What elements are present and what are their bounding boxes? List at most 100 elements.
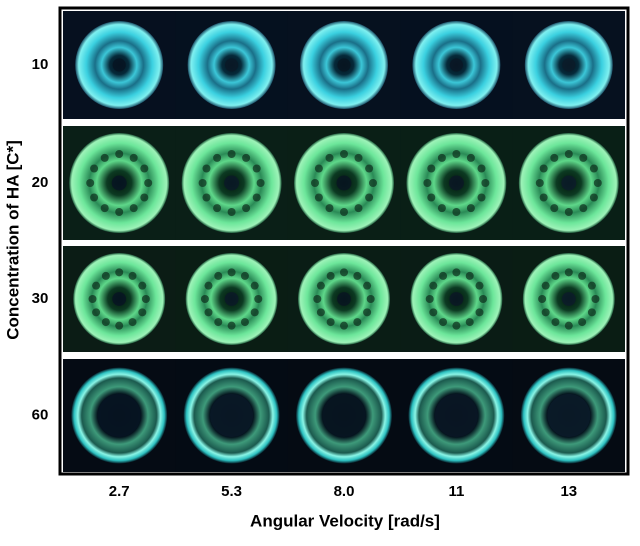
pattern-cell xyxy=(202,193,211,202)
pattern-cell xyxy=(227,208,236,216)
pattern-cell xyxy=(100,204,109,213)
pattern-cell xyxy=(353,271,362,280)
pattern-cell xyxy=(427,164,436,173)
pattern-cell xyxy=(439,271,448,280)
center-hole xyxy=(224,175,240,191)
pattern-cell xyxy=(564,150,573,158)
pattern-cell xyxy=(256,179,265,187)
pattern-cell xyxy=(551,271,560,280)
pattern-cell xyxy=(452,208,461,216)
pattern-cell xyxy=(340,321,348,330)
center-hole xyxy=(224,292,239,306)
pattern-cell xyxy=(564,268,573,277)
pattern-cell xyxy=(353,318,362,327)
pattern-cell xyxy=(242,204,251,213)
pattern-cell xyxy=(115,321,124,330)
pattern-cell xyxy=(240,271,249,280)
pattern-cell xyxy=(535,179,544,187)
pattern-cell xyxy=(144,179,153,187)
center-hole xyxy=(337,58,351,72)
column-label: 2.7 xyxy=(109,483,130,500)
pattern-cell xyxy=(437,204,446,213)
pattern-cell xyxy=(593,179,602,187)
center-hole xyxy=(210,393,254,438)
pattern-cell xyxy=(466,153,475,162)
center-hole xyxy=(97,393,141,438)
center-hole xyxy=(449,292,464,306)
pattern-cell xyxy=(326,271,335,280)
pattern-cell xyxy=(479,295,488,303)
pattern-cell xyxy=(240,318,249,327)
pattern-cell xyxy=(213,204,222,213)
pattern-cell xyxy=(539,193,548,202)
row-separator xyxy=(63,355,625,358)
pattern-cell xyxy=(314,164,323,173)
pattern-cell xyxy=(254,295,263,303)
frame xyxy=(58,6,630,476)
pattern-cell xyxy=(313,295,322,303)
pattern-cell xyxy=(115,150,124,158)
pattern-cell xyxy=(425,295,434,303)
pattern-cell xyxy=(340,150,348,158)
row-separator xyxy=(63,122,625,125)
pattern-cell xyxy=(578,271,587,280)
pattern-cell xyxy=(90,193,99,202)
pattern-cell xyxy=(541,308,550,317)
center-hole xyxy=(112,292,127,306)
pattern-cell xyxy=(326,318,335,327)
pattern-cell xyxy=(452,150,461,158)
pattern-cell xyxy=(128,271,137,280)
center-hole xyxy=(111,175,127,191)
pattern-cell xyxy=(100,153,109,162)
center-hole xyxy=(322,393,366,438)
pattern-cell xyxy=(369,179,377,187)
pattern-cell xyxy=(477,193,486,202)
pattern-cell xyxy=(90,164,99,173)
pattern-cell xyxy=(252,193,261,202)
pattern-cell xyxy=(579,153,588,162)
pattern-cell xyxy=(115,208,124,216)
pattern-cell xyxy=(325,204,334,213)
pattern-cell xyxy=(477,164,486,173)
pattern-cell xyxy=(354,153,363,162)
pattern-cell xyxy=(252,164,261,173)
row-separator xyxy=(63,242,625,245)
center-hole xyxy=(112,58,126,72)
pattern-cell xyxy=(214,318,223,327)
photo-grid xyxy=(63,11,625,472)
pattern-cell xyxy=(115,268,124,277)
row-label: 30 xyxy=(32,290,49,307)
pattern-cell xyxy=(101,318,110,327)
pattern-cell xyxy=(311,179,319,187)
column-label: 11 xyxy=(448,483,464,500)
pattern-cell xyxy=(204,281,213,290)
pattern-cell xyxy=(539,164,548,173)
y-axis-title: Concentration of HA [C*] xyxy=(3,140,22,340)
pattern-cell xyxy=(481,179,490,187)
pattern-cell xyxy=(138,281,147,290)
pattern-cell xyxy=(340,208,348,216)
pattern-cell xyxy=(86,179,95,187)
pattern-cell xyxy=(587,281,596,290)
pattern-cell xyxy=(128,318,137,327)
row-label: 20 xyxy=(32,174,49,191)
pattern-cell xyxy=(250,281,259,290)
pattern-cell xyxy=(578,318,587,327)
pattern-cell xyxy=(354,204,363,213)
column-label: 13 xyxy=(560,483,577,500)
center-hole xyxy=(547,393,591,438)
pattern-cell xyxy=(564,208,573,216)
pattern-cell xyxy=(316,308,325,317)
pattern-cell xyxy=(213,153,222,162)
column-label: 8.0 xyxy=(334,483,355,500)
pattern-cell xyxy=(465,318,474,327)
row-label: 10 xyxy=(32,56,49,73)
pattern-cell xyxy=(439,318,448,327)
pattern-cell xyxy=(140,193,149,202)
pattern-cell xyxy=(242,153,251,162)
pattern-cell xyxy=(579,204,588,213)
pattern-cell xyxy=(316,281,325,290)
x-axis-title: Angular Velocity [rad/s] xyxy=(250,511,440,530)
pattern-cell xyxy=(452,268,461,277)
